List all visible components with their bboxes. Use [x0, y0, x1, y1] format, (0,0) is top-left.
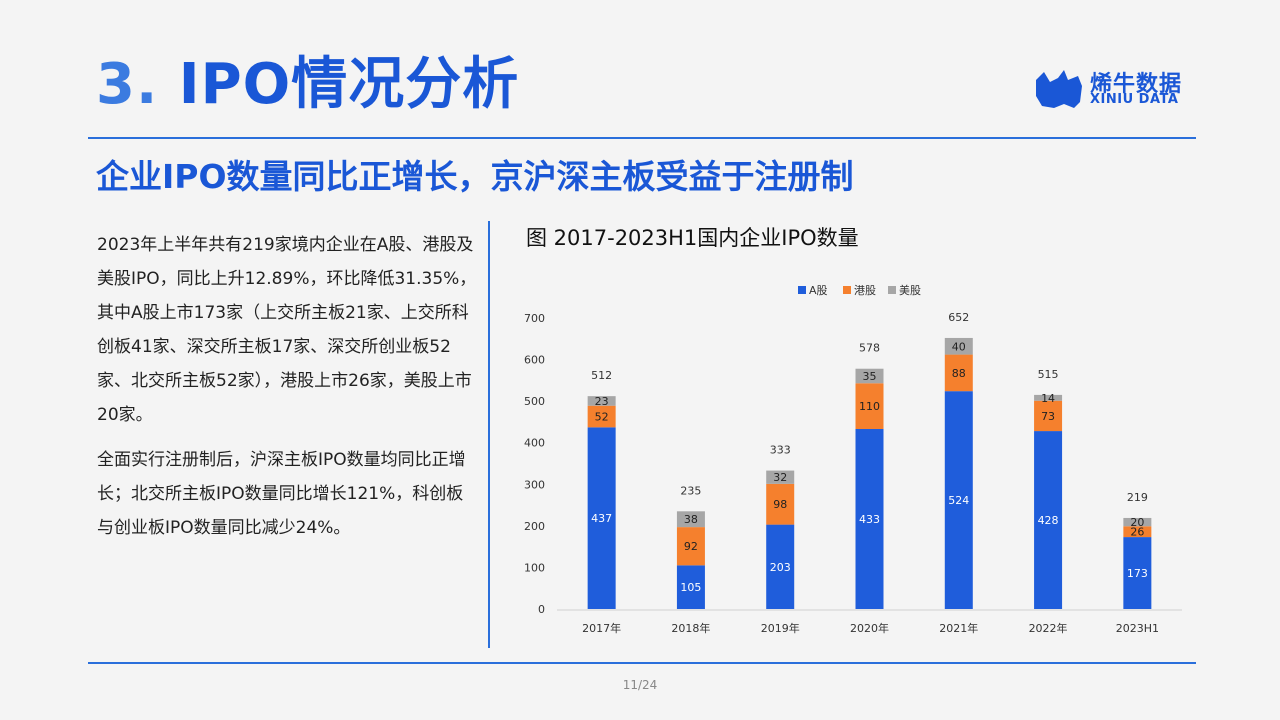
legend-label: A股 — [809, 284, 828, 297]
y-tick-label: 400 — [524, 437, 545, 450]
legend-label: 港股 — [854, 284, 876, 297]
x-tick-label: 2020年 — [850, 621, 889, 635]
bar-segment — [766, 483, 795, 525]
legend-swatch — [888, 286, 896, 294]
bar-segment — [944, 354, 973, 392]
rhino-logo-icon — [1036, 70, 1082, 108]
y-tick-label: 0 — [538, 603, 545, 616]
bar-segment — [1034, 400, 1063, 432]
bar-total-label: 578 — [859, 342, 880, 355]
ipo-stacked-bar-chart: A股 港股 美股 0 100 200 300 400 500 600 700 437 52 23 512 20… — [524, 284, 1182, 635]
legend-swatch — [843, 286, 851, 294]
bar-total-label: 333 — [770, 444, 791, 457]
footer-divider — [88, 662, 1196, 664]
bar-segment — [1123, 526, 1152, 538]
body-paragraph-2: 全面实行注册制后，沪深主板IPO数量均同比正增长；北交所主板IPO数量同比增长1… — [97, 443, 477, 545]
bar-value-label: 23 — [595, 395, 609, 408]
bar-segment — [1123, 537, 1152, 609]
bar-value-label: 14 — [1041, 392, 1055, 405]
bar-value-label: 73 — [1041, 410, 1055, 423]
bar-segment — [855, 383, 884, 429]
bar-total-label: 652 — [948, 311, 969, 324]
bar-segment — [676, 511, 705, 528]
y-tick-label: 300 — [524, 478, 545, 491]
x-tick-label: 2023H1 — [1116, 622, 1159, 635]
page-number: 11/24 — [622, 678, 658, 692]
legend-label: 美股 — [899, 284, 921, 297]
bar-segment — [944, 337, 973, 355]
section-number: 3. — [96, 52, 159, 117]
vertical-divider — [488, 221, 490, 648]
bar-value-label: 173 — [1127, 567, 1148, 580]
bar-value-label: 88 — [952, 367, 966, 380]
bar-value-label: 428 — [1038, 514, 1059, 527]
bar-value-label: 105 — [680, 581, 701, 594]
bar-value-label: 35 — [863, 370, 877, 383]
bar-segment — [587, 405, 616, 428]
y-tick-label: 500 — [524, 395, 545, 408]
bar-segment — [676, 565, 705, 609]
bar-value-label: 203 — [770, 561, 791, 574]
bar-total-label: 235 — [680, 484, 701, 497]
body-paragraph-1: 2023年上半年共有219家境内企业在A股、港股及美股IPO，同比上升12.89… — [97, 228, 477, 432]
paragraph-text: 全面实行注册制后，沪深主板IPO数量均同比正增长；北交所主板IPO数量同比增长1… — [97, 450, 466, 538]
section-title: IPO情况分析 — [158, 52, 520, 117]
bar-total-label: 219 — [1127, 491, 1148, 504]
paragraph-text: 2023年上半年共有219家境内企业在A股、港股及美股IPO，同比上升12.89… — [97, 235, 477, 425]
bar-segment — [1034, 394, 1063, 401]
x-tick-label: 2022年 — [1029, 621, 1068, 635]
x-tick-label: 2019年 — [761, 621, 800, 635]
x-tick-label: 2018年 — [671, 621, 710, 635]
brand-logo: 烯牛数据 XINIU DATA — [1034, 68, 1194, 112]
page-title: 3. IPO情况分析 — [96, 50, 519, 120]
bar-segment — [1034, 431, 1063, 609]
bar-value-label: 38 — [684, 513, 698, 526]
bar-segment — [1123, 517, 1152, 527]
bar-value-label: 20 — [1130, 516, 1144, 529]
bar-segment — [855, 428, 884, 609]
bar-value-label: 32 — [773, 471, 787, 484]
bar-value-label: 92 — [684, 540, 698, 553]
bar-segment — [855, 368, 884, 384]
x-tick-label: 2017年 — [582, 621, 621, 635]
bar-segment — [766, 524, 795, 609]
chart-title: 图 2017-2023H1国内企业IPO数量 — [526, 226, 859, 250]
x-tick-label: 2021年 — [939, 621, 978, 635]
y-tick-label: 100 — [524, 561, 545, 574]
bar-total-label: 512 — [591, 369, 612, 382]
bar-value-label: 433 — [859, 513, 880, 526]
bar-segment — [766, 470, 795, 484]
slide-subtitle: 企业IPO数量同比正增长，京沪深主板受益于注册制 — [96, 157, 854, 196]
y-tick-label: 700 — [524, 312, 545, 325]
logo-en-text: XINIU DATA — [1090, 92, 1179, 107]
bar-value-label: 110 — [859, 400, 880, 413]
bar-value-label: 52 — [595, 411, 609, 424]
bar-value-label: 524 — [948, 494, 969, 507]
header-divider — [88, 137, 1196, 139]
bar-total-label: 515 — [1038, 368, 1059, 381]
bar-segment — [587, 396, 616, 406]
bar-value-label: 40 — [952, 340, 966, 353]
y-tick-label: 200 — [524, 520, 545, 533]
bar-segment — [944, 391, 973, 609]
legend-swatch — [798, 286, 806, 294]
bar-value-label: 437 — [591, 512, 612, 525]
bar-value-label: 98 — [773, 498, 787, 511]
y-tick-label: 600 — [524, 354, 545, 367]
logo-cn-text: 烯牛数据 — [1090, 72, 1183, 97]
bar-segment — [676, 527, 705, 566]
bar-value-label: 26 — [1130, 526, 1144, 539]
bar-segment — [587, 427, 616, 609]
